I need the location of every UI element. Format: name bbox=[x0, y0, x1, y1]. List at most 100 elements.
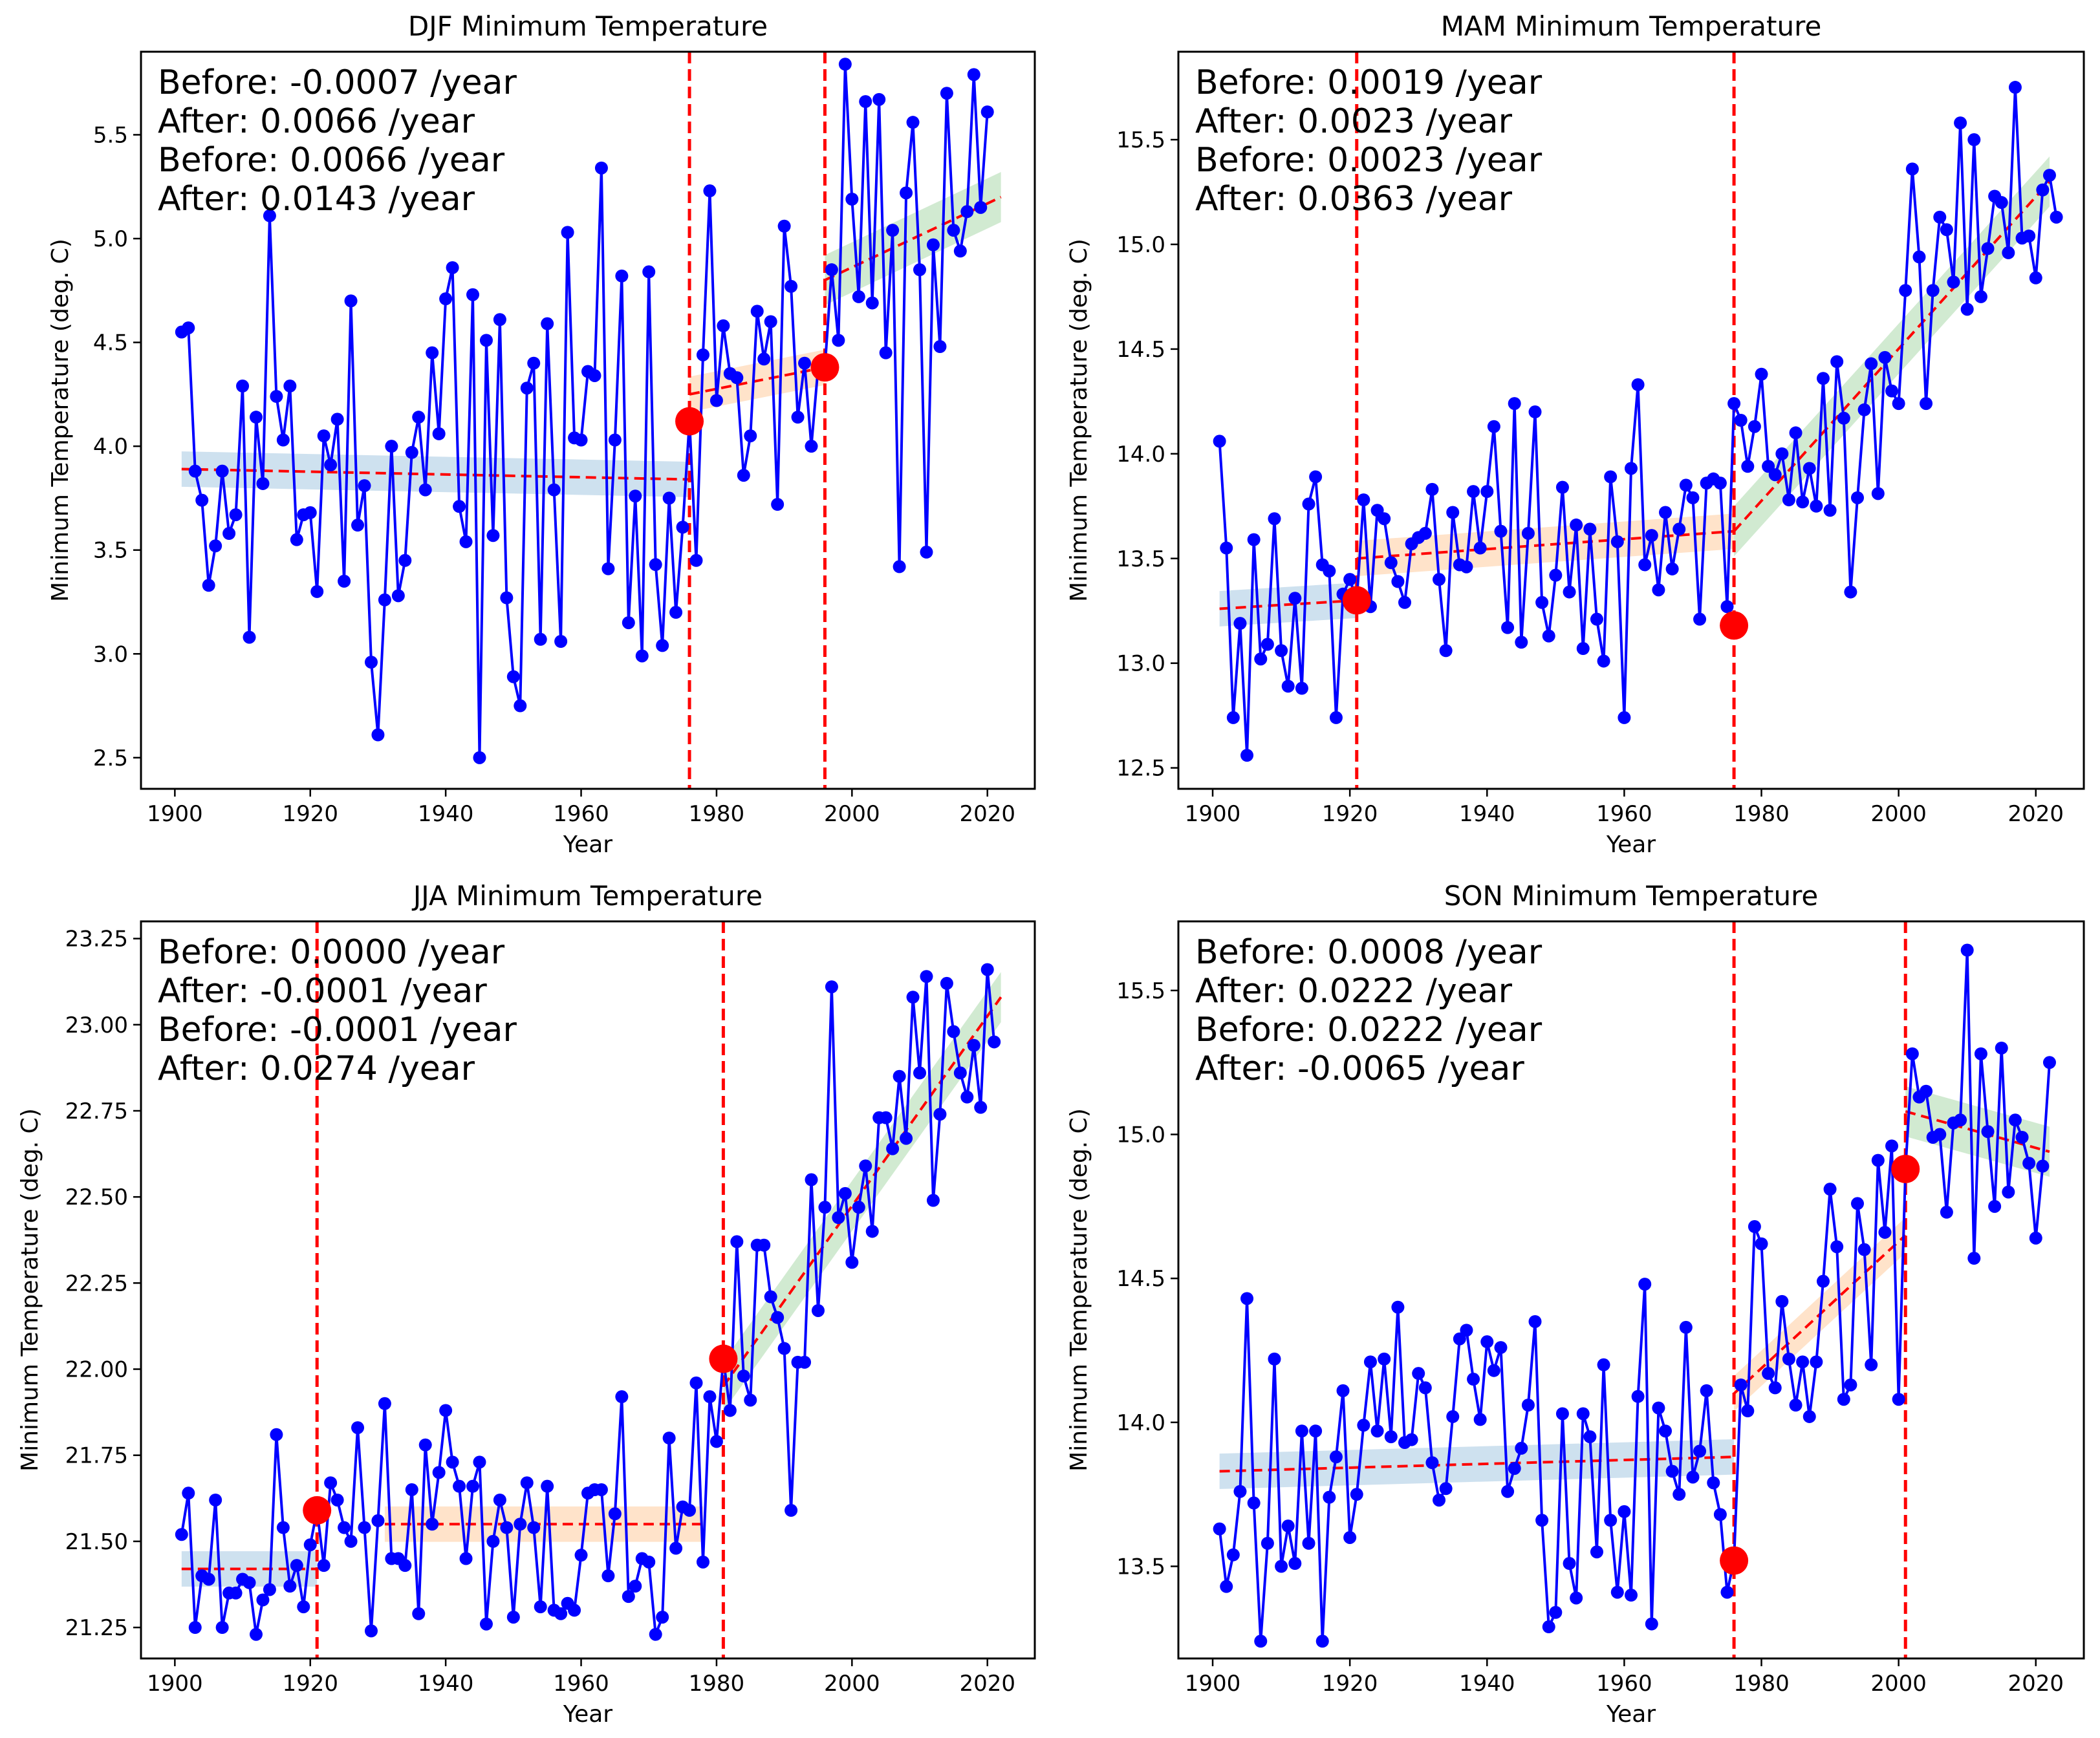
data-point bbox=[1789, 1399, 1802, 1412]
data-point bbox=[1857, 1243, 1871, 1256]
y-tick-label: 13.5 bbox=[1116, 546, 1165, 572]
data-point bbox=[1638, 558, 1652, 572]
data-point bbox=[297, 1600, 310, 1614]
data-point bbox=[432, 427, 446, 440]
data-point bbox=[493, 1493, 506, 1507]
data-point bbox=[622, 616, 635, 630]
data-point bbox=[1933, 1128, 1947, 1141]
data-point bbox=[439, 1404, 453, 1417]
data-point bbox=[473, 751, 486, 764]
data-point bbox=[1501, 621, 1515, 634]
data-point bbox=[906, 116, 920, 129]
data-point bbox=[1920, 1084, 1933, 1098]
data-point bbox=[2050, 210, 2063, 224]
data-point bbox=[920, 970, 933, 983]
data-point bbox=[1995, 196, 2008, 209]
data-point bbox=[222, 527, 236, 541]
data-point bbox=[764, 315, 777, 328]
x-tick-label: 1960 bbox=[1596, 1671, 1652, 1697]
data-point bbox=[832, 1211, 845, 1225]
data-point bbox=[391, 589, 405, 603]
data-point bbox=[1885, 384, 1899, 398]
data-point bbox=[588, 369, 601, 382]
data-point bbox=[1487, 1364, 1500, 1377]
breakpoint-markers bbox=[1342, 586, 1749, 640]
data-point bbox=[1775, 1294, 1789, 1308]
data-point bbox=[777, 219, 791, 233]
data-point bbox=[506, 670, 520, 683]
data-point bbox=[1391, 1300, 1405, 1314]
trend-line bbox=[1733, 180, 2051, 532]
data-point bbox=[683, 1503, 697, 1517]
data-point bbox=[236, 380, 250, 393]
data-point bbox=[1823, 1183, 1837, 1196]
data-point bbox=[1693, 1444, 1707, 1458]
data-point bbox=[1823, 504, 1837, 517]
data-point bbox=[737, 469, 750, 482]
data-point bbox=[865, 1225, 879, 1238]
data-point bbox=[330, 1493, 344, 1507]
data-point bbox=[608, 1507, 622, 1521]
data-point bbox=[338, 574, 351, 588]
data-point bbox=[1905, 1047, 1919, 1060]
data-point bbox=[838, 1186, 852, 1200]
axis-ticks: 1900 1920 1940 1960 1980 2000 2020 21.25 21.50 21… bbox=[65, 927, 1015, 1697]
data-point bbox=[1275, 644, 1288, 658]
data-point bbox=[188, 1621, 202, 1635]
data-point bbox=[500, 1521, 514, 1534]
annotation-block: Before: 0.0000 /year After: -0.0001 /yea… bbox=[158, 933, 517, 1088]
data-point bbox=[1604, 470, 1618, 484]
y-tick-label: 14.5 bbox=[1116, 337, 1165, 363]
data-point bbox=[1563, 1557, 1576, 1571]
data-point bbox=[865, 296, 879, 310]
data-point bbox=[2042, 169, 2056, 182]
data-point bbox=[1226, 1548, 1240, 1561]
data-point bbox=[737, 1369, 750, 1383]
data-point bbox=[209, 539, 222, 553]
x-tick-label: 1940 bbox=[1459, 1671, 1515, 1697]
data-series bbox=[1213, 81, 2063, 762]
data-point bbox=[1240, 749, 1254, 762]
data-point bbox=[1802, 1410, 1816, 1423]
data-point bbox=[886, 1142, 900, 1155]
data-point bbox=[1988, 1199, 2002, 1213]
data-point bbox=[913, 263, 927, 277]
data-point bbox=[385, 440, 398, 453]
data-point bbox=[1542, 1620, 1555, 1634]
data-point bbox=[805, 1173, 818, 1186]
data-point bbox=[527, 1521, 541, 1534]
data-point bbox=[175, 1528, 188, 1541]
data-point bbox=[594, 161, 608, 175]
panel-djf: 1900 1920 1940 1960 1980 2000 2020 2.5 3.0 3.5 4.0… bbox=[47, 10, 1036, 858]
x-tick-label: 2020 bbox=[959, 801, 1015, 827]
data-point bbox=[256, 477, 270, 490]
data-point bbox=[1542, 629, 1555, 643]
data-point bbox=[1220, 541, 1233, 555]
data-point bbox=[1610, 535, 1624, 548]
data-point bbox=[358, 1521, 371, 1534]
data-point bbox=[459, 535, 473, 548]
data-point bbox=[649, 1627, 662, 1641]
data-point bbox=[1261, 638, 1274, 651]
data-point bbox=[378, 1397, 391, 1410]
data-point bbox=[1281, 1519, 1295, 1533]
annotation-line-1: Before: 0.0000 /year bbox=[158, 933, 505, 972]
x-tick-label: 1920 bbox=[282, 801, 338, 827]
data-point bbox=[1892, 1393, 1905, 1406]
data-point bbox=[1508, 1462, 1521, 1475]
data-point bbox=[757, 1238, 771, 1252]
x-axis-label: Year bbox=[1606, 1701, 1656, 1728]
data-point bbox=[1378, 1352, 1391, 1366]
data-point bbox=[1954, 116, 1967, 130]
data-point bbox=[2029, 271, 2042, 284]
data-point bbox=[1748, 1220, 1761, 1234]
data-point bbox=[2042, 1056, 2056, 1069]
data-point bbox=[953, 244, 967, 258]
x-tick-label: 1900 bbox=[1185, 1671, 1241, 1697]
data-point bbox=[838, 58, 852, 71]
data-point bbox=[283, 1580, 297, 1593]
data-point bbox=[1309, 470, 1323, 484]
data-point bbox=[791, 411, 805, 424]
data-point bbox=[1309, 1424, 1323, 1438]
